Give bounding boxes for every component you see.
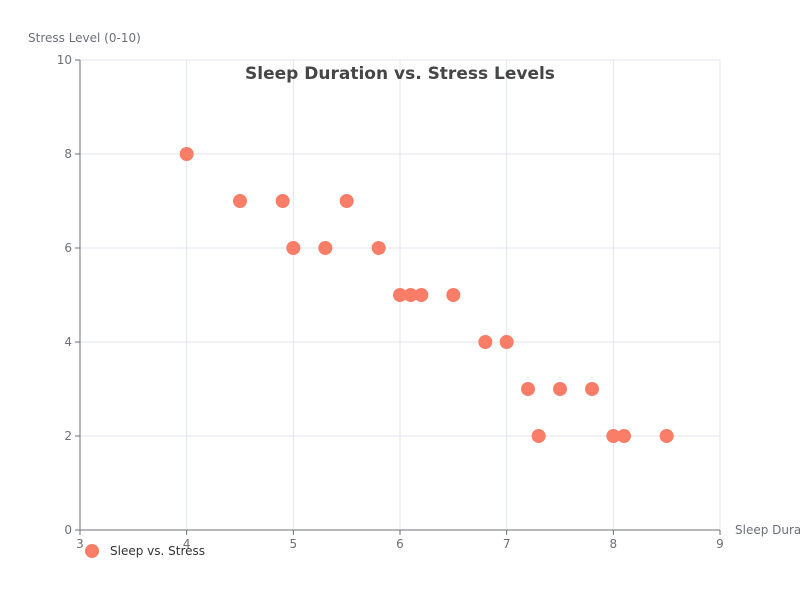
x-tick-label: 9 [716,537,724,551]
legend-marker [85,544,99,558]
x-tick-label: 4 [183,537,191,551]
legend-label: Sleep vs. Stress [110,544,205,558]
grid-layer [79,59,721,531]
data-point[interactable] [318,241,333,255]
data-point[interactable] [339,194,354,208]
x-tick-label: 6 [396,537,404,551]
data-point[interactable] [446,288,461,302]
axes-layer: 0 2 4 6 8 10 3 4 5 6 7 8 9 [57,53,724,551]
x-tick-label: 3 [76,537,84,551]
data-point[interactable] [478,335,493,349]
data-point[interactable] [617,429,631,443]
data-point[interactable] [414,288,429,302]
x-tick-label: 7 [503,537,511,551]
data-point[interactable] [275,194,290,208]
y-tick-label: 8 [64,147,72,161]
data-point[interactable] [371,241,386,255]
data-point[interactable] [553,382,567,396]
legend[interactable]: Sleep vs. Stress [85,544,205,558]
y-tick-label: 10 [57,53,72,67]
x-tick-label: 8 [610,537,618,551]
x-tick-label: 5 [290,537,298,551]
data-point[interactable] [585,382,599,396]
data-point[interactable] [521,382,535,396]
y-tick-label: 4 [64,335,72,349]
data-point[interactable] [286,241,301,255]
data-point[interactable] [403,288,418,302]
data-point[interactable] [499,335,514,349]
chart-title: Sleep Duration vs. Stress Levels [245,64,555,84]
points-layer [179,147,674,443]
data-point[interactable] [531,429,546,443]
data-point[interactable] [179,147,194,161]
data-point[interactable] [606,429,621,443]
y-axis-label: Stress Level (0-10) [28,31,141,45]
data-point[interactable] [233,194,247,208]
x-axis-label: Sleep Duration (hours) [735,523,800,537]
data-point[interactable] [393,288,407,302]
data-point[interactable] [659,429,674,443]
y-tick-label: 0 [64,523,72,537]
y-tick-label: 2 [64,429,72,443]
y-tick-label: 6 [64,241,72,255]
